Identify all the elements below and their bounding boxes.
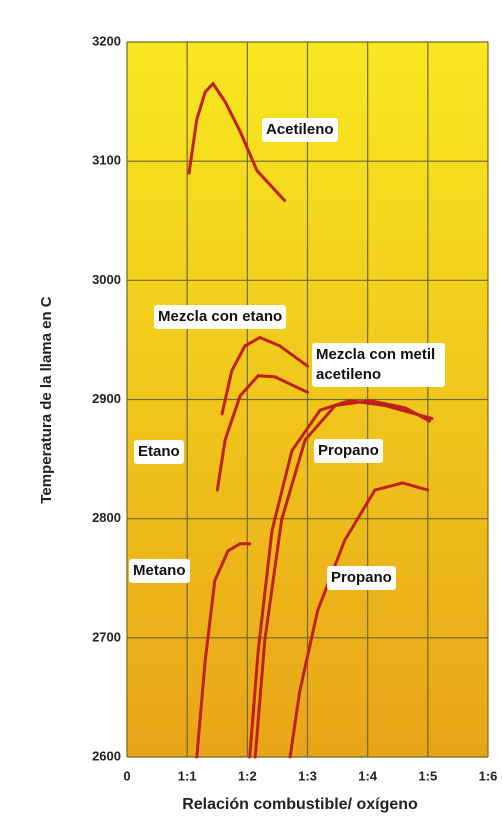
line [187, 81, 287, 202]
y-tick-label: 3000 [92, 272, 121, 287]
line [248, 399, 434, 759]
series-label: Acetileno [262, 118, 338, 142]
y-tick-label: 3100 [92, 153, 121, 168]
x-tick-label: 1:3 [298, 768, 317, 783]
y-tick-label: 3200 [92, 33, 121, 48]
line [195, 542, 252, 759]
ylabel-box [25, 225, 65, 575]
x-tick-label: 1:5 [418, 768, 437, 783]
line [253, 399, 432, 759]
series-label: Propano [314, 439, 383, 463]
y-axis-label: Temperatura de la llama en C [38, 296, 55, 503]
x-tick-label: 1:4 [358, 768, 378, 783]
x-tick-label: 1:6 [479, 768, 498, 783]
series-label: Mezcla con metil acetileno [312, 343, 445, 387]
y-tick-label: 2700 [92, 629, 121, 644]
x-tick-label: 0 [123, 768, 130, 783]
y-tick-label: 2800 [92, 510, 121, 525]
x-axis-label: Relación combustible/ oxígeno [182, 796, 418, 813]
xlabel-box [110, 790, 490, 818]
line [220, 335, 309, 416]
series-label: Mezcla con etano [154, 305, 287, 329]
y-tick-label: 2900 [92, 391, 121, 406]
line [288, 481, 430, 759]
line [215, 374, 309, 492]
y-tick-label: 2600 [92, 748, 121, 763]
series-label: Propano [327, 566, 396, 590]
x-tick-label: 1:2 [238, 768, 257, 783]
series-label: Metano [129, 559, 190, 583]
series-label: Etano [134, 440, 184, 464]
x-tick-label: 1:1 [178, 768, 197, 783]
